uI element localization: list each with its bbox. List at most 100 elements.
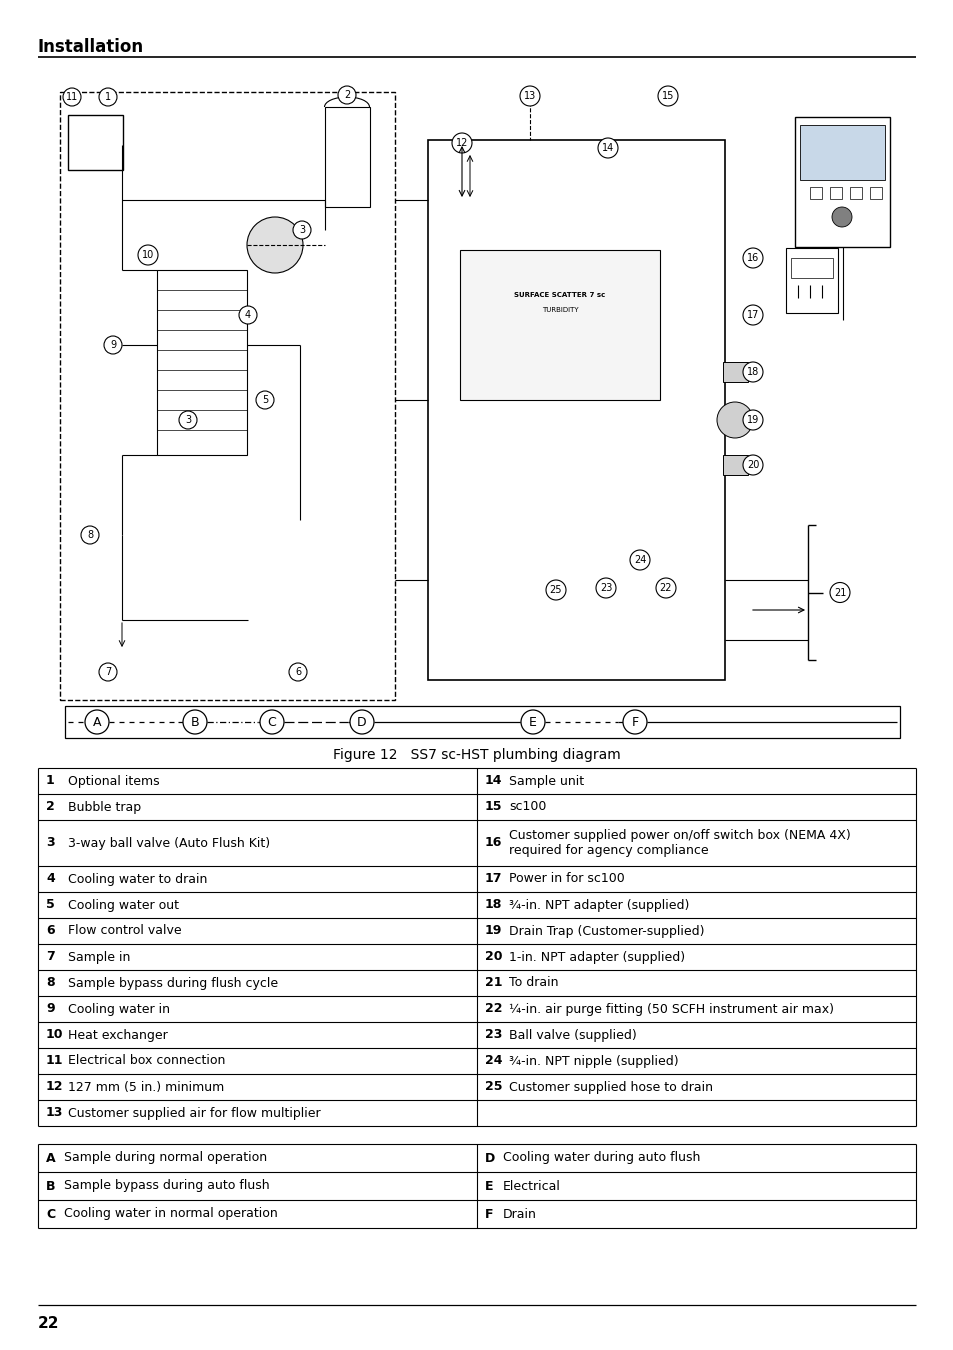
- Text: 7: 7: [46, 950, 54, 964]
- Bar: [459, 250, 659, 400]
- Text: 20: 20: [746, 460, 759, 470]
- Text: required for agency compliance: required for agency compliance: [509, 844, 708, 857]
- Circle shape: [293, 221, 311, 239]
- Text: E: E: [484, 1180, 493, 1192]
- Circle shape: [179, 410, 196, 429]
- Text: Cooling water during auto flush: Cooling water during auto flush: [502, 1152, 700, 1165]
- Text: Power in for sc100: Power in for sc100: [509, 872, 624, 886]
- Text: Electrical box connection: Electrical box connection: [68, 1054, 225, 1068]
- Text: 14: 14: [601, 143, 614, 153]
- Circle shape: [452, 134, 472, 153]
- Text: 3: 3: [46, 837, 54, 849]
- Text: Drain: Drain: [502, 1207, 537, 1220]
- Text: 11: 11: [46, 1054, 64, 1068]
- Circle shape: [656, 578, 676, 598]
- Circle shape: [247, 217, 303, 273]
- Text: Cooling water in normal operation: Cooling water in normal operation: [64, 1207, 277, 1220]
- Bar: [794, 117, 889, 247]
- Bar: [65, 706, 899, 738]
- Text: Electrical: Electrical: [502, 1180, 560, 1192]
- Text: 16: 16: [484, 837, 502, 849]
- Text: 2: 2: [343, 90, 350, 100]
- Bar: [722, 455, 747, 475]
- Text: 1: 1: [105, 92, 111, 103]
- Text: 22: 22: [659, 583, 672, 593]
- Text: 16: 16: [746, 252, 759, 263]
- Circle shape: [598, 138, 618, 158]
- Circle shape: [104, 336, 122, 354]
- Text: C: C: [268, 716, 276, 729]
- Text: 10: 10: [46, 1029, 64, 1041]
- Text: F: F: [484, 1207, 493, 1220]
- Bar: [68, 115, 123, 170]
- Text: 7: 7: [105, 667, 111, 676]
- Circle shape: [99, 663, 117, 680]
- Text: Installation: Installation: [38, 38, 144, 55]
- Text: Customer supplied power on/off switch box (NEMA 4X): Customer supplied power on/off switch bo…: [509, 829, 850, 841]
- Text: 15: 15: [484, 801, 502, 814]
- Text: 22: 22: [38, 1315, 59, 1331]
- Text: F: F: [631, 716, 638, 729]
- Text: Sample during normal operation: Sample during normal operation: [64, 1152, 267, 1165]
- Text: B: B: [191, 716, 199, 729]
- Text: 17: 17: [484, 872, 502, 886]
- Text: 8: 8: [87, 531, 93, 540]
- Text: To drain: To drain: [509, 976, 558, 990]
- Text: 24: 24: [633, 555, 645, 566]
- Text: Sample bypass during flush cycle: Sample bypass during flush cycle: [68, 976, 278, 990]
- Text: 4: 4: [46, 872, 54, 886]
- Text: Customer supplied air for flow multiplier: Customer supplied air for flow multiplie…: [68, 1107, 320, 1119]
- Circle shape: [545, 580, 565, 599]
- Bar: [809, 188, 821, 198]
- Text: 5: 5: [46, 899, 54, 911]
- Bar: [790, 258, 832, 278]
- Circle shape: [350, 710, 374, 734]
- Text: 20: 20: [484, 950, 502, 964]
- Text: 14: 14: [484, 775, 502, 787]
- Text: 3-way ball valve (Auto Flush Kit): 3-way ball valve (Auto Flush Kit): [68, 837, 270, 849]
- Text: 6: 6: [294, 667, 301, 676]
- Text: 6: 6: [46, 925, 54, 937]
- Text: 18: 18: [484, 899, 502, 911]
- Text: 23: 23: [484, 1029, 502, 1041]
- Circle shape: [85, 710, 109, 734]
- Circle shape: [742, 305, 762, 325]
- Circle shape: [629, 549, 649, 570]
- Circle shape: [239, 306, 256, 324]
- Text: B: B: [46, 1180, 55, 1192]
- Circle shape: [63, 88, 81, 107]
- Text: 1: 1: [46, 775, 54, 787]
- Circle shape: [742, 248, 762, 269]
- Circle shape: [742, 455, 762, 475]
- Circle shape: [742, 362, 762, 382]
- Text: 127 mm (5 in.) minimum: 127 mm (5 in.) minimum: [68, 1080, 224, 1094]
- Text: Bubble trap: Bubble trap: [68, 801, 141, 814]
- Text: 23: 23: [599, 583, 612, 593]
- Text: E: E: [529, 716, 537, 729]
- Bar: [829, 188, 841, 198]
- Bar: [60, 92, 395, 701]
- Text: ¼-in. air purge fitting (50 SCFH instrument air max): ¼-in. air purge fitting (50 SCFH instrum…: [509, 1003, 833, 1015]
- Circle shape: [717, 402, 752, 437]
- Bar: [785, 248, 837, 313]
- Text: 2: 2: [46, 801, 54, 814]
- Circle shape: [81, 526, 99, 544]
- Circle shape: [829, 582, 849, 602]
- Bar: [722, 362, 747, 382]
- Text: 25: 25: [549, 585, 561, 595]
- Circle shape: [260, 710, 284, 734]
- Text: Sample bypass during auto flush: Sample bypass during auto flush: [64, 1180, 270, 1192]
- Text: C: C: [46, 1207, 55, 1220]
- Text: 19: 19: [746, 414, 759, 425]
- Text: Cooling water to drain: Cooling water to drain: [68, 872, 207, 886]
- Text: Figure 12   SS7 sc-HST plumbing diagram: Figure 12 SS7 sc-HST plumbing diagram: [333, 748, 620, 761]
- Text: 4: 4: [245, 310, 251, 320]
- Text: 12: 12: [456, 138, 468, 148]
- Circle shape: [519, 86, 539, 107]
- Circle shape: [289, 663, 307, 680]
- Text: 3: 3: [298, 225, 305, 235]
- Text: 22: 22: [484, 1003, 502, 1015]
- Circle shape: [255, 392, 274, 409]
- Circle shape: [622, 710, 646, 734]
- Text: Cooling water in: Cooling water in: [68, 1003, 170, 1015]
